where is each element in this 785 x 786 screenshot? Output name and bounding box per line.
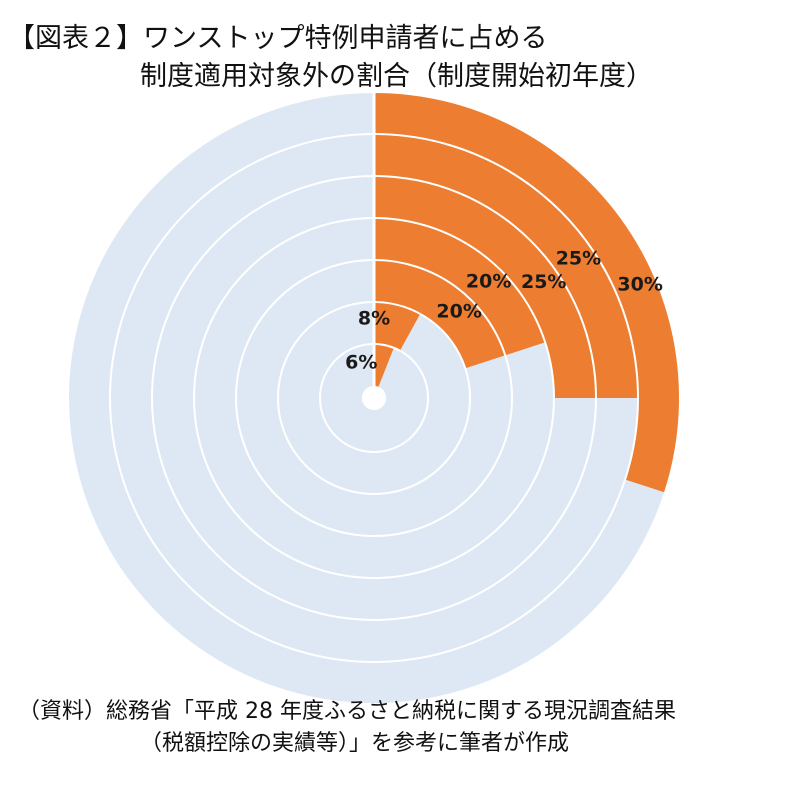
ring-value-bar xyxy=(374,219,545,356)
source-note-line1: （資料）総務省「平成 28 年度ふるさと納税に関する現況調査結果 xyxy=(18,699,676,724)
ring-value-bar xyxy=(374,93,679,493)
ring-value-label: 30% xyxy=(617,273,662,295)
ring-value-bar xyxy=(374,345,394,387)
chart-title-line2: 制度適用対象外の割合（制度開始初年度） xyxy=(140,61,653,92)
center-hole xyxy=(362,386,386,410)
ring-value-label: 20% xyxy=(466,270,511,292)
ring-track xyxy=(279,303,469,493)
chart-title-line1: 【図表２】ワンストップ特例申請者に占める xyxy=(8,23,548,54)
ring-value-label: 8% xyxy=(358,307,390,329)
source-note-line2: （税額控除の実績等）」を参考に筆者が作成 xyxy=(140,731,570,756)
ring-value-bar xyxy=(374,177,595,398)
ring-value-bar xyxy=(374,261,505,369)
ring-track xyxy=(321,345,428,452)
ring-value-label: 6% xyxy=(345,352,377,374)
ring-value-label: 25% xyxy=(556,248,601,270)
ring-value-label: 20% xyxy=(436,300,481,322)
ring-value-bar xyxy=(374,135,637,398)
ring-value-bar xyxy=(374,303,420,350)
ring-value-label: 25% xyxy=(521,271,566,293)
